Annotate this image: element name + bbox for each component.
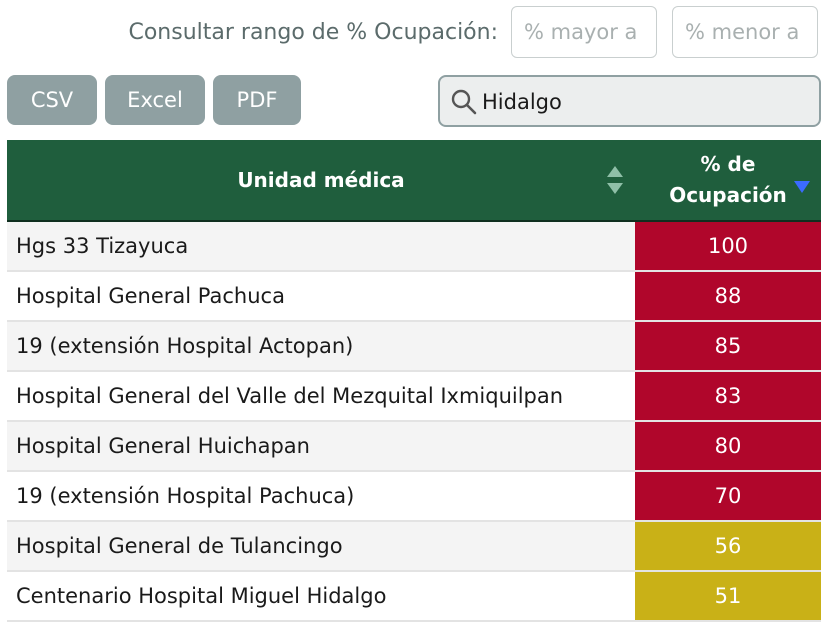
unit-cell: Hospital General Huichapan	[7, 421, 635, 472]
unit-cell: 19 (extensión Hospital Pachuca)	[7, 471, 635, 522]
search-icon	[451, 89, 477, 115]
column-header-unit-label: Unidad médica	[237, 168, 405, 192]
occupancy-cell: 80	[635, 421, 821, 472]
search-box	[438, 75, 821, 127]
table-row: Centenario Hospital Miguel Hidalgo 51	[7, 571, 821, 622]
table-row: Hgs 33 Tizayuca 100	[7, 221, 821, 272]
column-header-unit[interactable]: Unidad médica	[7, 140, 635, 222]
occupancy-cell: 83	[635, 371, 821, 422]
unit-cell: Hgs 33 Tizayuca	[7, 221, 635, 272]
occupancy-cell: 100	[635, 221, 821, 272]
range-filter-label: Consultar rango de % Ocupación:	[128, 20, 498, 45]
table-header-row: Unidad médica % de Ocupación	[7, 140, 821, 222]
table-row: 19 (extensión Hospital Actopan) 85	[7, 321, 821, 372]
occupancy-table: Unidad médica % de Ocupación Hgs 33 Ti	[7, 140, 821, 622]
occupancy-cell: 56	[635, 521, 821, 572]
occupancy-cell: 85	[635, 321, 821, 372]
unit-cell: Hospital General Pachuca	[7, 271, 635, 322]
table-row: Hospital General Huichapan 80	[7, 421, 821, 472]
table-row: Hospital General de Tulancingo 56	[7, 521, 821, 572]
unit-cell: Centenario Hospital Miguel Hidalgo	[7, 571, 635, 622]
column-header-occupancy[interactable]: % de Ocupación	[635, 140, 821, 222]
toolbar: CSV Excel PDF	[0, 75, 828, 127]
occupancy-cell: 88	[635, 271, 821, 322]
occupancy-range-filter: Consultar rango de % Ocupación:	[0, 6, 828, 60]
min-occupancy-input[interactable]	[511, 6, 657, 58]
export-csv-button[interactable]: CSV	[7, 75, 97, 125]
max-occupancy-input[interactable]	[672, 6, 818, 58]
table-row: Hospital General del Valle del Mezquital…	[7, 371, 821, 422]
unit-cell: Hospital General de Tulancingo	[7, 521, 635, 572]
search-input[interactable]	[480, 81, 814, 123]
table-row: 19 (extensión Hospital Pachuca) 70	[7, 471, 821, 522]
table-row: Hospital General Pachuca 88	[7, 271, 821, 322]
column-header-occupancy-line1: % de	[700, 152, 756, 176]
unit-cell: Hospital General del Valle del Mezquital…	[7, 371, 635, 422]
sort-descending-icon[interactable]	[793, 180, 811, 194]
column-header-occupancy-line2: Ocupación	[669, 183, 787, 207]
export-pdf-button[interactable]: PDF	[213, 75, 301, 125]
sort-both-icon[interactable]	[605, 164, 625, 196]
export-excel-button[interactable]: Excel	[105, 75, 205, 125]
occupancy-cell: 51	[635, 571, 821, 622]
occupancy-cell: 70	[635, 471, 821, 522]
unit-cell: 19 (extensión Hospital Actopan)	[7, 321, 635, 372]
